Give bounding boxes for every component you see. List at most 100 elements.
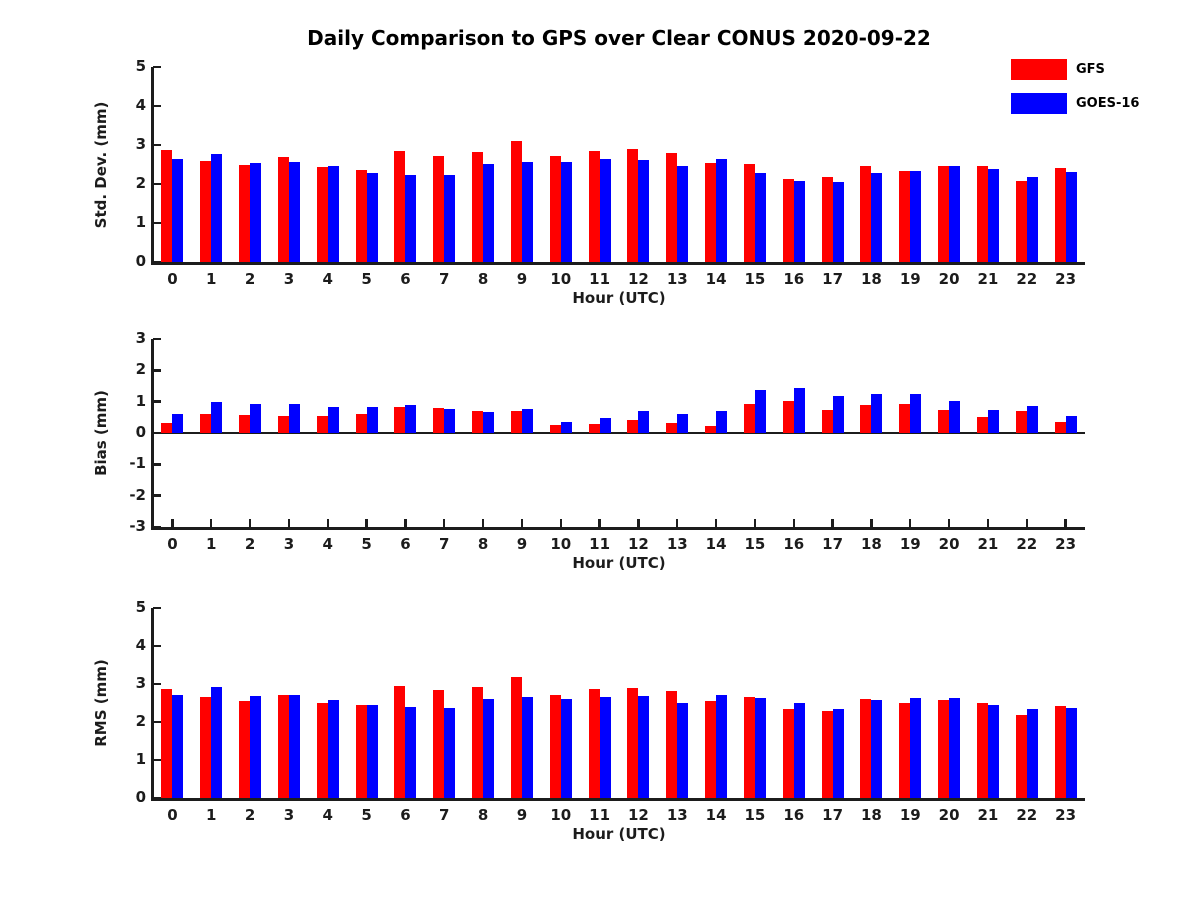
y-tick-mark [153,143,161,147]
std-dev-bar-goes16-h21 [987,169,999,262]
x-tick-mark [676,519,679,527]
x-tick-mark [947,519,951,527]
std-dev-bar-goes16-h17 [832,182,844,262]
bias-bar-goes16-h9 [521,408,533,433]
std-dev-bar-goes16-h22 [1026,176,1038,262]
bias-bar-gfs-h11 [588,424,600,433]
x-tick-label: 17 [822,270,844,288]
x-tick-label: 22 [1016,806,1038,824]
x-tick-label: 13 [666,270,688,288]
rms-bar-goes16-h19 [910,698,922,798]
std-dev-bar-gfs-h4 [316,166,328,262]
x-tick-label: 9 [516,535,528,553]
x-tick-label: 13 [666,535,688,553]
x-tick-mark [443,519,446,527]
y-tick-label: 5 [135,57,146,75]
bias-bar-goes16-h15 [754,389,766,433]
bias-chart: -3 -2 -1 0 1 2 3 0 1 2 3 4 5 6 7 8 9 10 11 12 13 14 15 16 17 18 19… [92,331,1085,572]
std-dev-bar-gfs-h8 [472,151,484,262]
std-dev-bar-gfs-h2 [239,164,251,262]
y-tick-label: -2 [129,485,146,504]
x-tick-label: 1 [206,535,217,553]
x-axis-title: Hour (UTC) [572,554,666,572]
x-axis-line [151,798,1085,801]
x-tick-label: 23 [1055,270,1077,288]
rms-plot-area: 0 1 2 3 4 5 0 1 2 3 4 5 6 7 8 9 10 11 12 13 14 15 16 17 18 19 20 21… [92,600,1085,843]
x-tick-label: 1 [206,806,217,824]
bias-bar-goes16-h19 [910,393,922,433]
rms-bar-gfs-h8 [472,687,484,798]
x-tick-label: 7 [439,806,450,824]
rms-bar-goes16-h10 [560,698,572,798]
x-tick-mark [1025,519,1028,527]
y-tick-label: 4 [135,636,146,654]
bias-bar-goes16-h14 [716,411,728,433]
goes16-color-swatch [1011,93,1067,114]
std-dev-bar-goes16-h19 [910,171,922,262]
y-tick-mark [153,758,161,762]
y-tick-mark [153,796,161,800]
x-tick-label: 12 [627,535,649,553]
y-tick-mark [153,182,161,186]
rms-bar-gfs-h21 [976,703,988,798]
y-tick-label: 2 [135,360,146,379]
rms-bar-gfs-h23 [1054,705,1066,798]
x-tick-label: 4 [322,270,333,288]
rms-bar-gfs-h7 [433,690,445,798]
std-dev-bar-gfs-h20 [938,166,950,262]
y-tick-label: 2 [135,712,146,730]
rms-bar-goes16-h14 [716,694,728,798]
std-dev-bar-goes16-h13 [677,165,689,262]
bias-bar-goes16-h7 [444,408,456,433]
x-tick-label: 16 [783,806,805,824]
rms-bar-goes16-h23 [1065,708,1077,798]
std-dev-bar-gfs-h10 [549,155,561,262]
std-dev-bar-goes16-h14 [716,159,728,262]
x-tick-label: 0 [167,806,178,824]
bias-bar-goes16-h2 [250,403,262,433]
y-tick-mark [153,494,161,497]
bias-bar-goes16-h21 [987,409,999,433]
x-tick-label: 10 [550,535,572,553]
std-dev-bar-goes16-h23 [1065,172,1077,262]
rms-bar-gfs-h19 [899,703,911,798]
x-tick-label: 15 [744,270,766,288]
rms-bar-gfs-h9 [510,677,522,798]
bias-bar-gfs-h20 [938,409,950,433]
y-tick-mark [153,337,161,341]
x-tick-label: 22 [1016,535,1038,553]
std-dev-bar-gfs-h3 [277,157,289,262]
x-tick-mark [365,519,368,527]
x-tick-label: 17 [822,535,844,553]
rms-bar-goes16-h4 [327,699,339,798]
bias-bar-gfs-h6 [394,407,406,433]
x-tick-label: 1 [206,270,217,288]
y-tick-mark [153,525,161,529]
bias-bar-gfs-h8 [472,411,484,433]
rms-bar-gfs-h20 [938,700,950,798]
x-tick-label: 13 [666,806,688,824]
x-tick-label: 6 [400,806,411,824]
x-tick-label: 4 [322,535,333,553]
x-tick-label: 3 [283,270,295,288]
x-tick-label: 2 [244,535,256,553]
rms-bar-gfs-h0 [161,688,173,798]
x-tick-label: 2 [244,806,256,824]
x-tick-label: 6 [400,270,411,288]
x-tick-label: 19 [899,806,921,824]
y-tick-mark [153,606,161,610]
x-tick-label: 7 [439,535,450,553]
bias-bar-goes16-h11 [599,418,611,433]
gfs-color-swatch [1011,59,1067,80]
y-tick-mark [153,400,161,403]
bias-bar-goes16-h3 [288,404,300,433]
y-tick-label: 4 [135,96,146,114]
std-dev-bar-gfs-h1 [200,160,212,262]
x-tick-mark [210,519,213,527]
std-dev-bar-gfs-h6 [394,150,406,262]
std-dev-bar-goes16-h20 [949,165,961,262]
x-tick-label: 22 [1016,270,1038,288]
x-tick-mark [481,519,485,527]
rms-bar-gfs-h15 [743,696,755,798]
rms-bar-gfs-h10 [549,694,561,798]
